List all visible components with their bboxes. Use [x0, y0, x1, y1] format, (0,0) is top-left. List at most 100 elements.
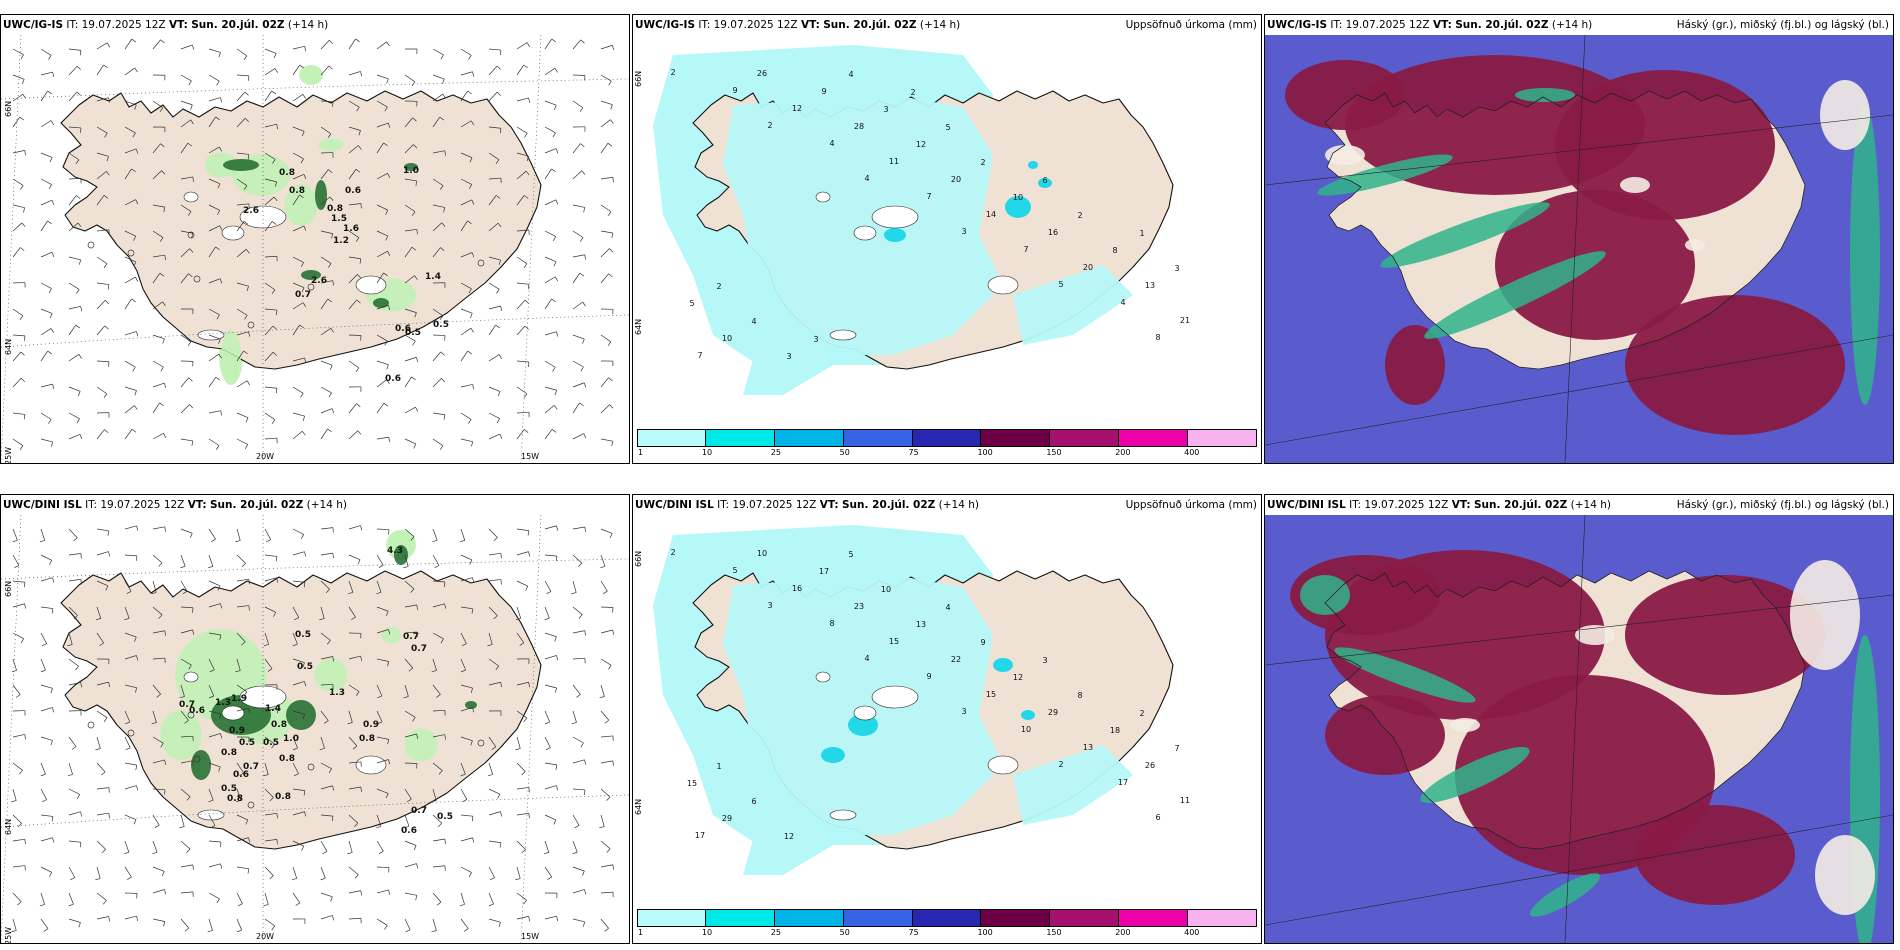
precip-value-label: 17	[1118, 778, 1128, 787]
graticule	[1, 35, 629, 463]
colorbar-swatch	[705, 909, 775, 927]
wind-value-label: 0.9	[363, 720, 379, 730]
glacier-patches	[815, 191, 1019, 341]
precip-value-label: 7	[1174, 744, 1179, 753]
precip-value-label: 6	[1155, 813, 1160, 822]
valid-time: Sun. 20.júl. 02Z	[1473, 499, 1568, 511]
precip-value-label: 4	[864, 654, 869, 663]
wind-value-label: 0.5	[433, 320, 449, 330]
station-markers	[87, 711, 485, 809]
precip-value-label: 4	[829, 139, 834, 148]
cloud-map	[1265, 35, 1893, 463]
wind-value-label: 0.8	[279, 168, 295, 178]
colorbar-swatch	[981, 909, 1051, 927]
precip-values: 2343265891017171615151311102322292629171…	[670, 548, 1190, 841]
model-name: UWC/DINI ISL	[635, 499, 714, 511]
wind-value-label: 1.9	[231, 694, 247, 704]
panel-header: UWC/DINI ISL IT: 19.07.2025 12Z VT: Sun.…	[633, 495, 1261, 515]
precip-value-label: 15	[687, 779, 697, 788]
precip-value-label: 9	[980, 638, 985, 647]
wind-value-label: 0.5	[239, 738, 255, 748]
panel-header: UWC/DINI ISL IT: 19.07.2025 12Z VT: Sun.…	[1265, 495, 1893, 515]
precip-value-label: 11	[1180, 796, 1190, 805]
precip-value-label: 3	[813, 335, 818, 344]
colorbar-swatch	[912, 909, 982, 927]
precip-value-label: 2	[767, 121, 772, 130]
precip-value-label: 12	[784, 832, 794, 841]
precip-value-label: 21	[1180, 316, 1190, 325]
wind-value-label: 1.4	[265, 704, 281, 714]
valid-time: Sun. 20.júl. 02Z	[209, 499, 304, 511]
colorbar-swatch	[843, 429, 913, 447]
model-name: UWC/DINI ISL	[3, 499, 82, 511]
wind-value-label: 0.6	[345, 186, 361, 196]
wind-value-label: 0.6	[401, 826, 417, 836]
lon-label-20w: 20W	[256, 932, 275, 941]
panel-title: Háský (gr.), miðský (fj.bl.) og lágský (…	[1676, 19, 1889, 31]
precip-value-label: 3	[767, 601, 772, 610]
precip-value-label: 16	[1048, 228, 1058, 237]
precip-value-label: 4	[848, 70, 853, 79]
precip-value-label: 12	[916, 140, 926, 149]
lon-label-15w: 15W	[521, 452, 540, 461]
map-panel-dini-wind: 0.5 0.7 0.7 0.5 1.3 0.7 0.6 1.3 1.9 0.9 0.8 1.4 0.8 0…	[0, 494, 630, 944]
precip-value-label: 26	[1145, 761, 1155, 770]
precip-value-label: 5	[848, 550, 853, 559]
wind-barbs	[11, 525, 615, 933]
precip-colorbar: 1 10 25 50 75 100 150 200 400	[637, 909, 1257, 939]
wind-value-label: 1.5	[331, 214, 347, 224]
precip-value-label: 6	[1042, 176, 1047, 185]
valid-time: Sun. 20.júl. 02Z	[191, 19, 285, 31]
colorbar-swatch	[1119, 909, 1189, 927]
precip-value-label: 10	[881, 585, 891, 594]
colorbar-tick: 100	[977, 928, 993, 937]
precip-value-label: 10	[1013, 193, 1023, 202]
colorbar-tick: 150	[1046, 448, 1062, 457]
panel-title: Uppsöfnuð úrkoma (mm)	[1125, 499, 1257, 511]
colorbar-tick: 1	[638, 448, 644, 457]
precip-value-label: 3	[786, 352, 791, 361]
colorbar-tick: 75	[908, 928, 919, 937]
colorbar-swatch	[705, 429, 775, 447]
colorbar-tick: 200	[1115, 928, 1131, 937]
precip-value-label: 7	[697, 351, 702, 360]
lead-time: (+14 h)	[938, 499, 979, 511]
station-markers	[87, 231, 485, 329]
precip-value-label: 26	[757, 69, 767, 78]
precip-value-label: 2	[980, 158, 985, 167]
precip-value-label: 1	[716, 762, 721, 771]
precip-value-label: 15	[986, 690, 996, 699]
colorbar-swatch	[981, 429, 1051, 447]
precip-value-label: 2	[910, 88, 915, 97]
valid-time: Sun. 20.júl. 02Z	[823, 19, 917, 31]
precip-value-label: 12	[1013, 673, 1023, 682]
lon-label-20w: 20W	[256, 452, 275, 461]
precip-value-label: 3	[961, 227, 966, 236]
panel-title: Uppsöfnuð úrkoma (mm)	[1125, 19, 1257, 31]
precip-value-label: 2	[1139, 709, 1144, 718]
wind-value-label: 0.8	[289, 186, 305, 196]
lead-time: (+14 h)	[306, 499, 347, 511]
precip-value-label: 4	[864, 174, 869, 183]
panel-title: Háský (gr.), miðský (fj.bl.) og lágský (…	[1676, 499, 1889, 511]
precip-value-label: 20	[1083, 263, 1093, 272]
lat-label: 25W	[4, 926, 13, 944]
panel-header-left: UWC/IG-IS IT: 19.07.2025 12Z VT: Sun. 20…	[635, 15, 960, 35]
lat-label: 66N	[4, 100, 13, 117]
wind-value-label: 0.7	[411, 644, 427, 654]
wind-value-label: 0.5	[437, 812, 453, 822]
lead-time: (+14 h)	[1570, 499, 1611, 511]
precip-over-land	[723, 575, 1133, 835]
iceland-coastline	[60, 90, 542, 370]
precip-value-label: 17	[819, 567, 829, 576]
valid-time-label: VT:	[187, 499, 207, 511]
wind-value-label: 1.0	[283, 734, 299, 744]
model-name: UWC/IG-IS	[635, 19, 696, 31]
precip-colorbar: 1 10 25 50 75 100 150 200 400	[637, 429, 1257, 459]
precip-value-label: 10	[757, 549, 767, 558]
precip-value-label: 17	[695, 831, 705, 840]
glacier-patches	[183, 671, 387, 821]
colorbar-swatch	[912, 429, 982, 447]
init-time: IT: 19.07.2025 12Z	[1349, 499, 1449, 511]
wind-value-label: 0.6	[385, 374, 401, 384]
